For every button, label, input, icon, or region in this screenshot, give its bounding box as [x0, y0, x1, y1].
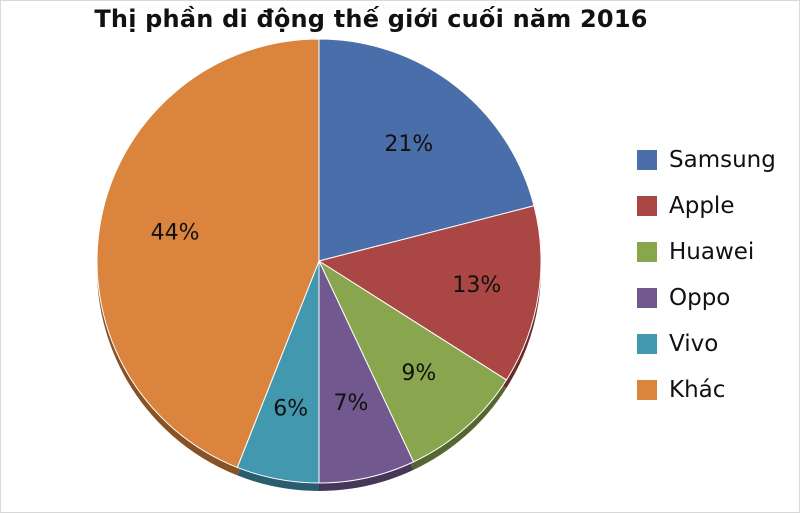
legend-item-apple: Apple: [637, 183, 797, 229]
slice-huawei: [317, 259, 508, 463]
legend-item-oppo: Oppo: [637, 275, 797, 321]
legend: Samsung Apple Huawei Oppo Vivo Khác: [637, 137, 797, 413]
slice-khác: [96, 38, 320, 469]
legend-swatch: [637, 288, 657, 308]
legend-item-samsung: Samsung: [637, 137, 797, 183]
slice-label-samsung: 21%: [384, 132, 433, 157]
legend-label: Apple: [669, 193, 735, 219]
legend-swatch: [637, 196, 657, 216]
slice-samsung: [318, 38, 535, 262]
legend-item-khac: Khác: [637, 367, 797, 413]
legend-swatch: [637, 150, 657, 170]
legend-item-vivo: Vivo: [637, 321, 797, 367]
legend-label: Khác: [669, 377, 726, 403]
legend-swatch: [637, 242, 657, 262]
legend-label: Oppo: [669, 285, 731, 311]
legend-swatch: [637, 334, 657, 354]
slice-label-huawei: 9%: [401, 361, 436, 386]
legend-label: Samsung: [669, 147, 776, 173]
legend-item-huawei: Huawei: [637, 229, 797, 275]
slice-label-khác: 44%: [151, 221, 200, 246]
legend-swatch: [637, 380, 657, 400]
slice-apple: [317, 205, 542, 381]
slice-label-oppo: 7%: [334, 391, 369, 416]
legend-label: Huawei: [669, 239, 755, 265]
slice-label-vivo: 6%: [273, 396, 308, 421]
chart-title: Thị phần di động thế giới cuối năm 2016: [94, 5, 648, 33]
legend-label: Vivo: [669, 331, 719, 357]
slice-label-apple: 13%: [452, 273, 501, 298]
